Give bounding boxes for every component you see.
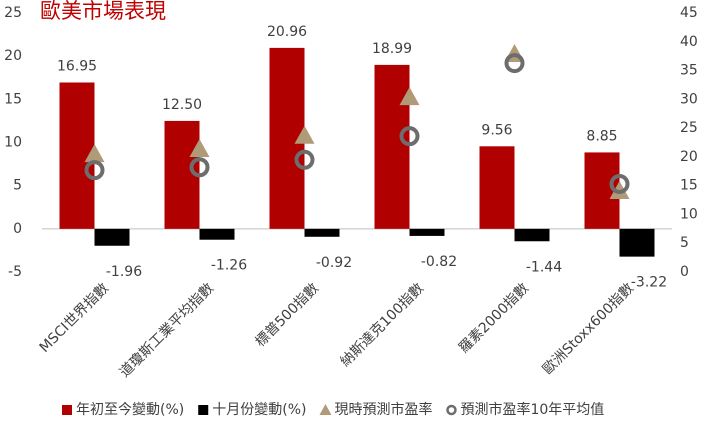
data-label: 18.99 [372, 41, 412, 57]
circle-marker [294, 149, 315, 170]
data-label: -3.22 [631, 275, 667, 291]
legend-label: 預測市盈率10年平均值 [460, 401, 604, 418]
y-tick-label: 25 [4, 5, 22, 21]
legend-swatch [62, 405, 72, 415]
legend-label: 現時預測市盈率 [334, 401, 432, 418]
triangle-marker [294, 125, 315, 144]
triangle-marker [189, 138, 210, 157]
bar [514, 228, 550, 242]
data-label: 16.95 [57, 58, 97, 74]
y2-tick-label: 10 [680, 206, 698, 222]
bar [479, 146, 515, 229]
circle-marker [84, 160, 105, 181]
data-label: 12.50 [162, 97, 202, 113]
y-tick-label: 0 [13, 221, 22, 237]
y2-tick-label: 20 [680, 149, 698, 165]
x-tick-label: 標普500指數 [252, 280, 322, 350]
y-tick-label: 5 [13, 178, 22, 194]
legend-swatch [446, 404, 457, 416]
y-tick-label: 15 [4, 91, 22, 107]
y-tick-label: 20 [4, 48, 22, 64]
circle-marker [399, 126, 420, 147]
data-label: 9.56 [481, 122, 512, 138]
bar [94, 228, 130, 246]
legend-swatch [198, 405, 209, 415]
legend-label: 十月份變動(%) [212, 402, 306, 418]
y-tick-label: 10 [4, 135, 22, 151]
x-tick-label: MSCI世界指數 [37, 280, 113, 356]
x-tick-label: 羅素2000指數 [456, 280, 532, 356]
y2-tick-label: 0 [680, 264, 689, 280]
triangle-marker [84, 144, 105, 163]
y2-tick-label: 45 [680, 5, 698, 21]
y-tick-label: -5 [8, 264, 22, 280]
bar [304, 228, 340, 237]
bar [199, 228, 235, 240]
data-label: 8.85 [586, 128, 617, 144]
data-label: -0.82 [421, 254, 457, 270]
triangle-marker [399, 87, 420, 106]
data-label: -1.96 [106, 264, 142, 280]
circle-marker [609, 173, 630, 194]
circle-marker [189, 157, 210, 178]
bar [619, 228, 655, 257]
x-tick-label: 歐洲Stoxx600指數 [540, 280, 637, 377]
bar [409, 228, 445, 236]
y2-tick-label: 5 [680, 235, 689, 251]
data-label: -1.44 [526, 259, 562, 275]
y2-tick-label: 40 [680, 34, 698, 50]
x-tick-label: 納斯達克100指數 [338, 280, 428, 370]
legend-swatch [319, 404, 332, 415]
circle-marker [504, 53, 525, 74]
data-label: -1.26 [211, 258, 247, 274]
bar [374, 64, 410, 229]
legend-label: 年初至今變動(%) [76, 401, 184, 418]
x-tick-label: 道瓊斯工業平均指數 [117, 280, 217, 380]
y2-tick-label: 35 [680, 63, 698, 79]
chart-title: 歐美市場表現 [40, 0, 166, 23]
y2-tick-label: 25 [680, 120, 698, 136]
data-label: 20.96 [267, 24, 307, 40]
y2-tick-label: 15 [680, 178, 698, 194]
data-label: -0.92 [316, 255, 352, 271]
y2-tick-label: 30 [680, 91, 698, 107]
